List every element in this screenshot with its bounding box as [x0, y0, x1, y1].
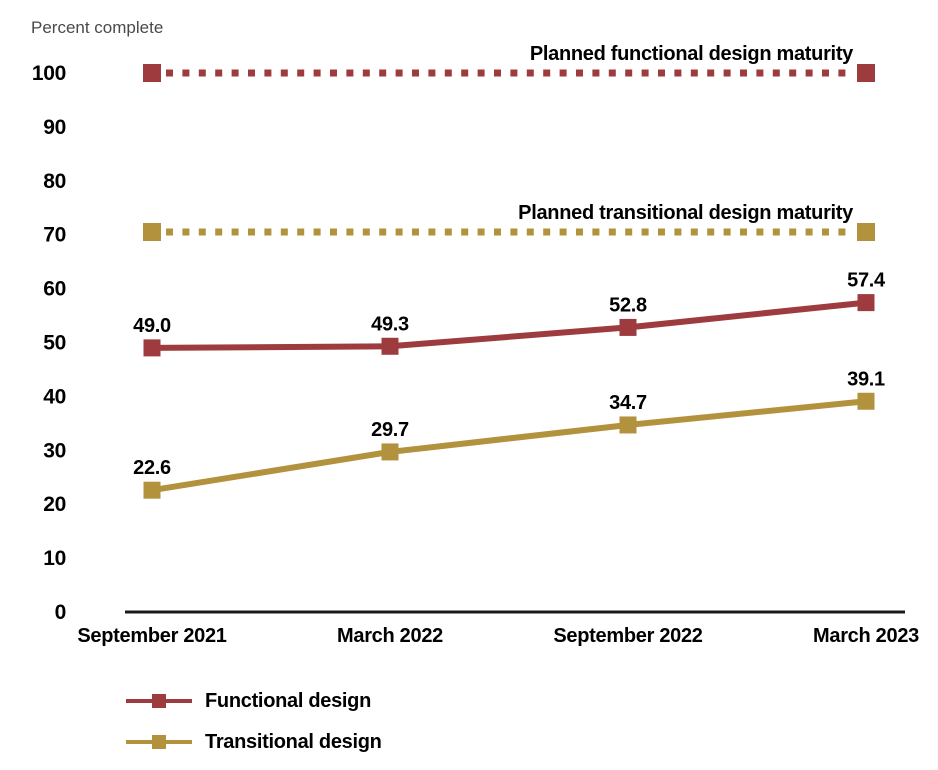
- plot-area: Planned functional design maturity Planne…: [32, 43, 920, 647]
- series-line-0: [151, 299, 867, 351]
- data-point-marker-0-3: [857, 294, 875, 312]
- y-tick-label-70: 70: [43, 224, 66, 247]
- planned-line-1-end-marker-0: [143, 223, 161, 242]
- x-tick-label-0: September 2021: [77, 625, 226, 647]
- legend-item-transitional-design: Transitional design: [125, 729, 382, 755]
- y-tick-label-20: 20: [43, 493, 66, 516]
- data-point-marker-0-2: [619, 318, 637, 336]
- y-tick-label-90: 90: [43, 116, 66, 139]
- data-point-label-1-3: 39.1: [847, 368, 885, 390]
- legend-label-transitional-design: Transitional design: [205, 730, 382, 753]
- x-tick-label-3: March 2023: [813, 625, 919, 647]
- y-tick-label-60: 60: [43, 278, 66, 301]
- data-point-label-0-2: 52.8: [609, 294, 647, 316]
- planned-line-0-end-marker-0: [143, 64, 161, 82]
- data-point-marker-1-0: [143, 481, 161, 499]
- y-tick-label-40: 40: [43, 385, 66, 408]
- transitional-design-line-swatch: [126, 735, 192, 749]
- data-point-label-0-1: 49.3: [371, 313, 409, 335]
- x-tick-label-1: March 2022: [337, 625, 443, 647]
- data-point-marker-1-1: [381, 443, 399, 461]
- data-point-marker-1-2: [619, 416, 637, 434]
- functional-design-line-swatch: [126, 694, 192, 708]
- data-point-label-1-1: 29.7: [371, 419, 409, 441]
- data-point-marker-1-3: [857, 392, 875, 410]
- planned-line-label-0: Planned functional design maturity: [530, 43, 854, 65]
- x-tick-label-2: September 2022: [553, 625, 702, 647]
- y-tick-label-100: 100: [32, 62, 66, 85]
- y-tick-label-0: 0: [55, 601, 66, 624]
- planned-line-1-end-marker-1: [857, 223, 875, 242]
- data-point-label-1-0: 22.6: [133, 457, 171, 479]
- legend: Functional design Transitional design: [125, 688, 382, 770]
- data-point-label-0-3: 57.4: [847, 270, 886, 292]
- legend-item-functional-design: Functional design: [125, 688, 382, 714]
- planned-line-0-end-marker-1: [857, 64, 875, 82]
- y-tick-label-10: 10: [43, 547, 66, 570]
- y-axis-title: Percent complete: [31, 18, 164, 37]
- planned-line-label-1: Planned transitional design maturity: [518, 202, 854, 224]
- y-tick-label-50: 50: [43, 332, 66, 355]
- data-point-marker-0-0: [143, 339, 161, 357]
- data-point-label-1-2: 34.7: [609, 392, 647, 414]
- y-tick-label-30: 30: [43, 439, 66, 462]
- y-tick-label-80: 80: [43, 170, 66, 193]
- data-point-marker-0-1: [381, 337, 399, 355]
- legend-label-functional-design: Functional design: [205, 689, 372, 712]
- data-point-label-0-0: 49.0: [133, 315, 171, 337]
- series-line-1: [151, 398, 867, 494]
